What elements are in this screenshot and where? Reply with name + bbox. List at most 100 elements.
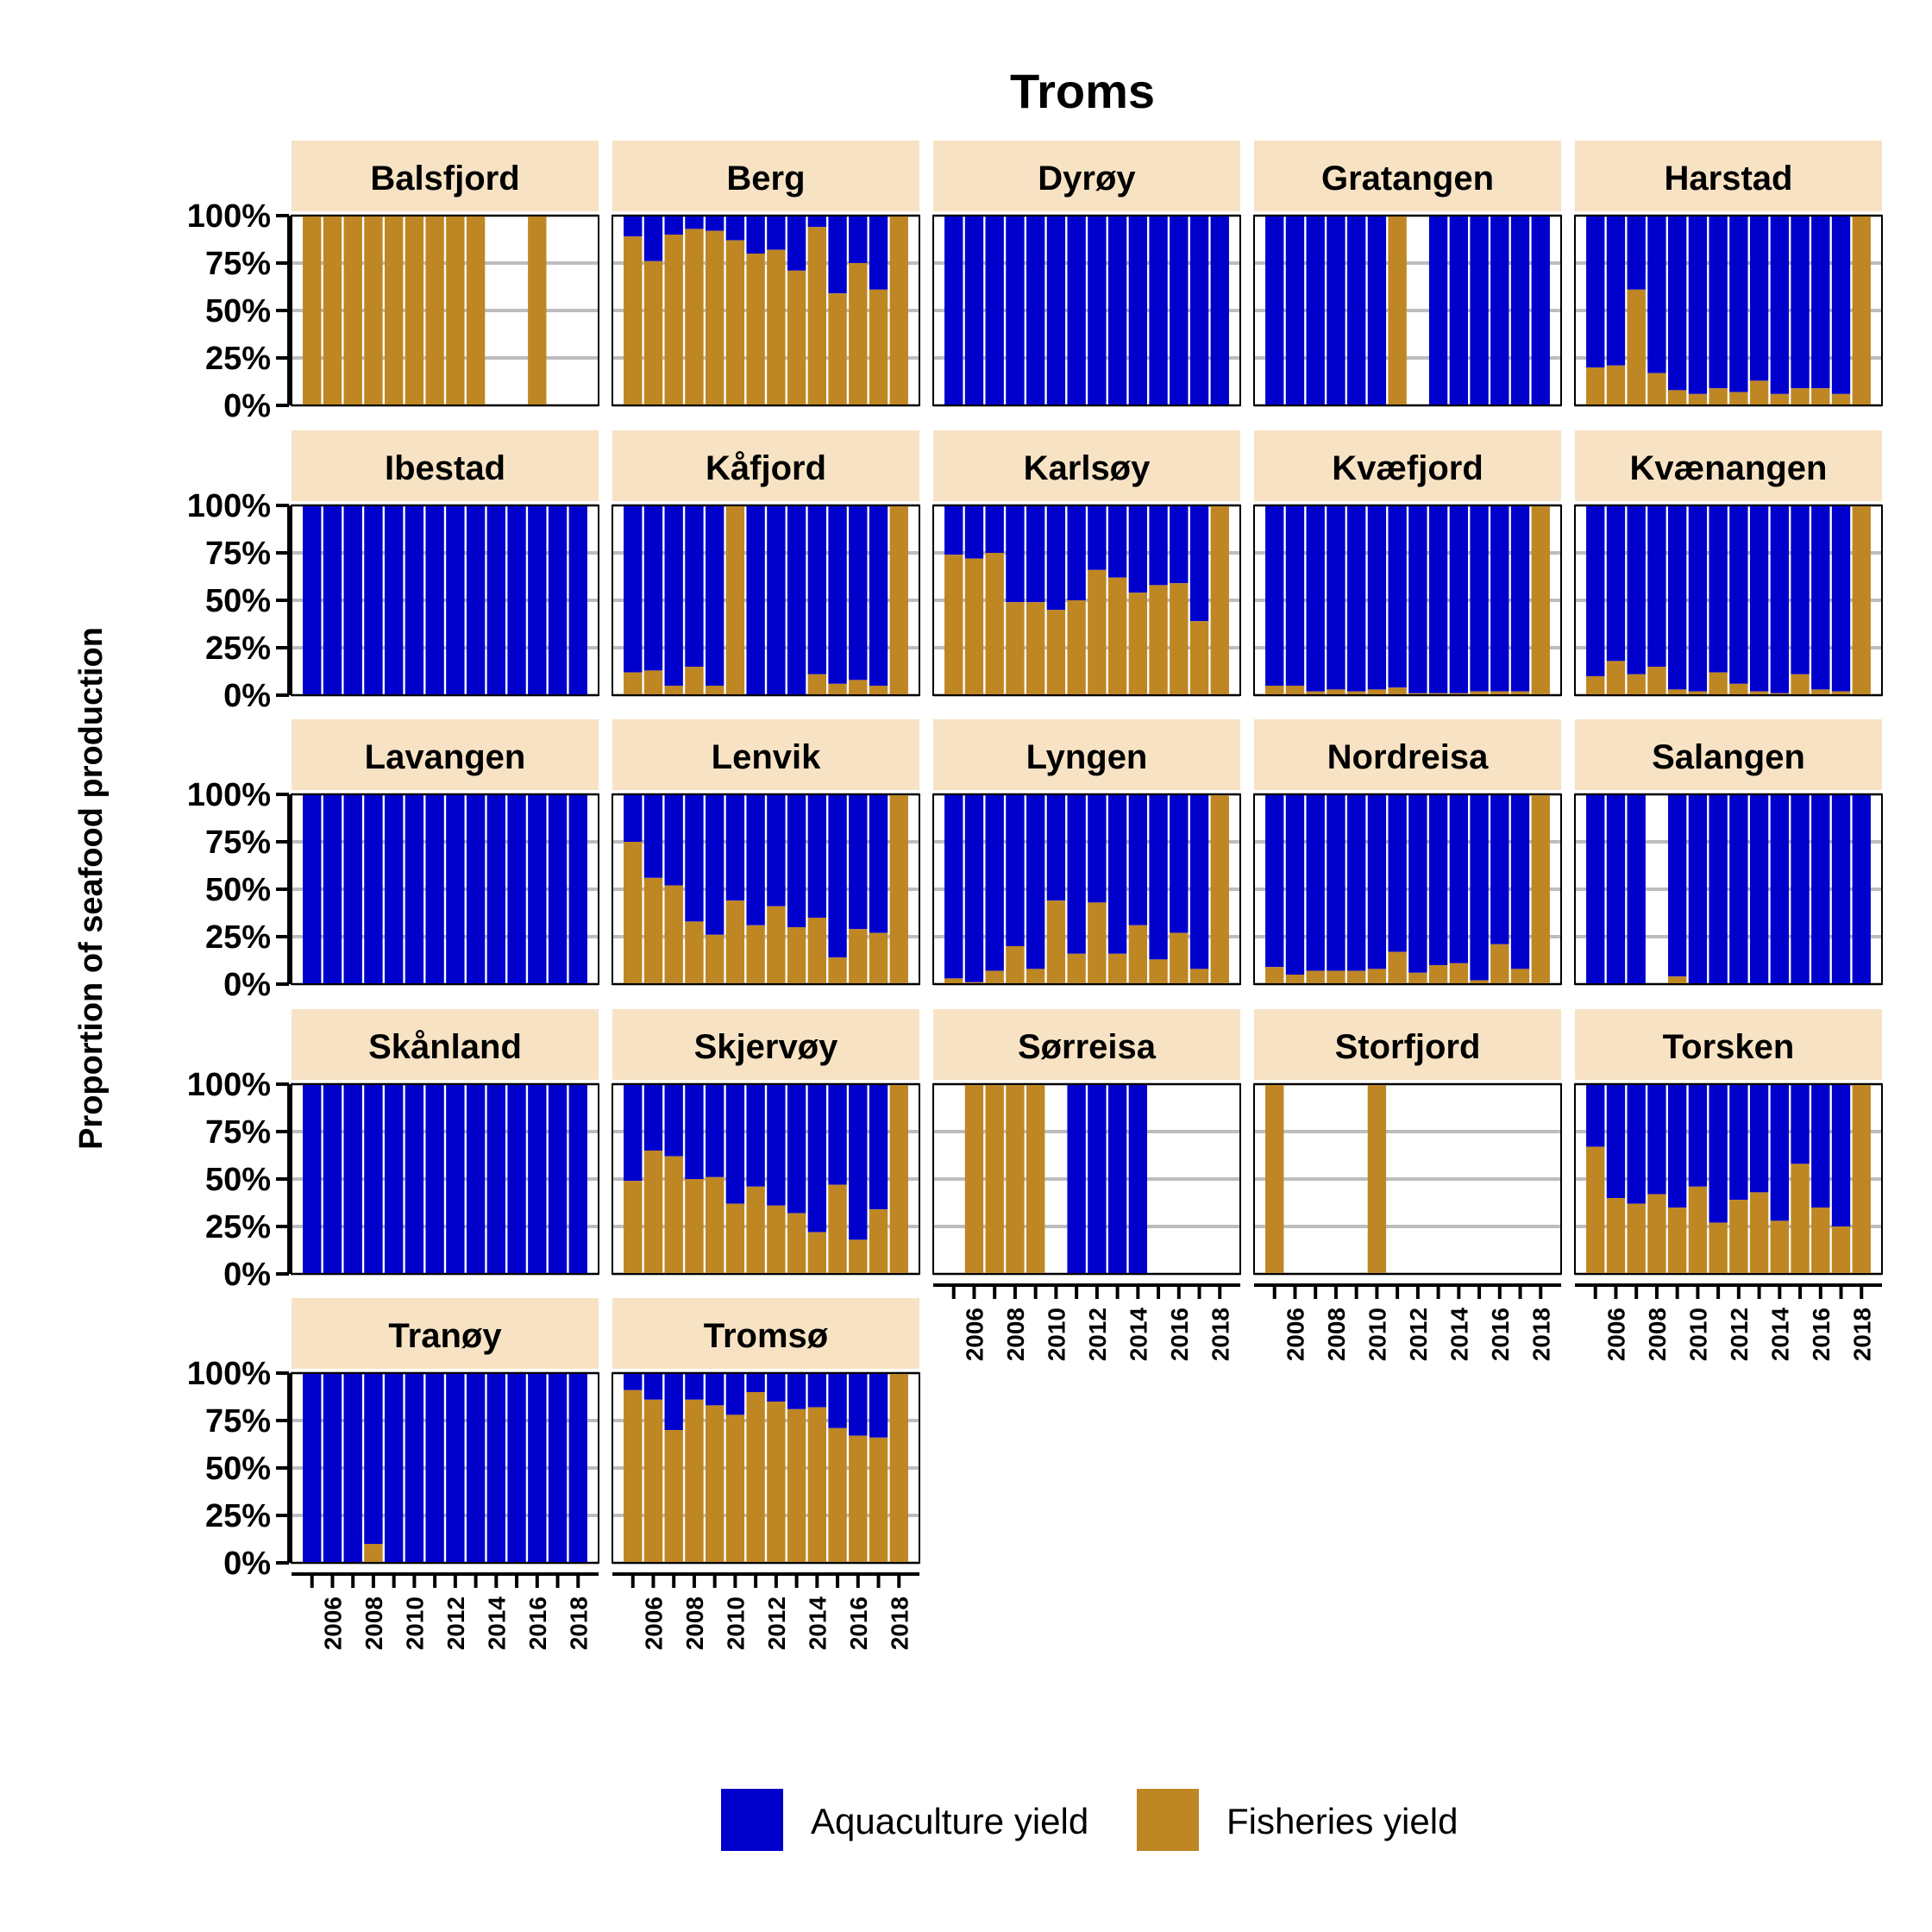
strip-lyngen — [933, 719, 1240, 790]
panel-border — [1253, 505, 1562, 696]
x-axis-tranoy: 2006 2008 2010 2012 2014 2016 2018 — [292, 1572, 599, 1650]
y-tick-label: 25% — [205, 341, 271, 377]
bar-aquaculture-tranoy-2006 — [323, 1373, 342, 1563]
bar-aquaculture-skjervoy-2011 — [746, 1084, 765, 1187]
y-tick-label: 0% — [223, 678, 271, 714]
bar-fisheries-karlsoy-2008 — [1006, 602, 1025, 695]
bar-fisheries-balsfjord-2006 — [323, 216, 342, 405]
x-tick-label: 2012 — [763, 1596, 790, 1650]
bar-aquaculture-kafjord-2012 — [767, 505, 786, 695]
strip-label-ibestad: Ibestad — [385, 449, 505, 487]
x-tick-label: 2006 — [961, 1308, 988, 1361]
bar-aquaculture-tranoy-2015 — [507, 1373, 526, 1563]
bar-fisheries-karlsoy-2007 — [985, 553, 1004, 695]
x-tick-label: 2010 — [1364, 1308, 1390, 1361]
bar-fisheries-skjervoy-2016 — [849, 1239, 868, 1274]
bar-fisheries-kvaefjord-2011 — [1388, 687, 1407, 695]
bar-aquaculture-tromso-2014 — [807, 1373, 827, 1408]
bar-aquaculture-skjervoy-2008 — [685, 1084, 704, 1179]
bar-aquaculture-kvaefjord-2009 — [1346, 505, 1366, 692]
bar-aquaculture-nordreisa-2012 — [1408, 794, 1427, 973]
bar-aquaculture-gratangen-2015 — [1470, 216, 1489, 405]
bar-aquaculture-kvaenangen-2012 — [1729, 505, 1748, 684]
bar-aquaculture-berg-2017 — [869, 216, 888, 290]
legend-label-fisheries: Fisheries yield — [1226, 1801, 1458, 1841]
bar-aquaculture-karlsoy-2016 — [1170, 505, 1189, 584]
strip-label-gratangen: Gratangen — [1321, 160, 1494, 198]
bar-aquaculture-lenvik-2009 — [705, 794, 724, 935]
bar-aquaculture-tranoy-2008 — [364, 1373, 383, 1544]
bar-fisheries-skjervoy-2018 — [889, 1084, 908, 1274]
y-tick-label: 25% — [205, 1498, 271, 1534]
panel-dyroy: Dyrøy — [932, 141, 1241, 407]
bar-aquaculture-dyroy-2016 — [1170, 216, 1189, 405]
bar-fisheries-kafjord-2008 — [685, 667, 704, 695]
bar-fisheries-tranoy-2008 — [364, 1544, 383, 1563]
bar-fisheries-berg-2005 — [624, 236, 643, 405]
bar-aquaculture-harstad-2014 — [1770, 216, 1790, 394]
bar-aquaculture-sorreisa-2014 — [1128, 1084, 1148, 1274]
bar-aquaculture-lyngen-2013 — [1107, 794, 1127, 954]
bar-aquaculture-kvaefjord-2011 — [1388, 505, 1407, 688]
bar-aquaculture-skanland-2018 — [568, 1084, 587, 1274]
bar-fisheries-berg-2008 — [685, 229, 704, 405]
y-tick-label: 75% — [205, 825, 271, 861]
bar-fisheries-lenvik-2018 — [889, 794, 908, 984]
panel-border — [291, 794, 599, 985]
bar-fisheries-berg-2016 — [849, 263, 868, 405]
x-tick-label: 2016 — [524, 1596, 551, 1650]
bar-aquaculture-ibestad-2015 — [507, 505, 526, 695]
bar-fisheries-lenvik-2010 — [725, 900, 745, 984]
bar-aquaculture-berg-2011 — [746, 216, 765, 254]
bar-fisheries-skjervoy-2014 — [807, 1232, 827, 1274]
x-tick-label: 2006 — [640, 1596, 667, 1650]
panel-skanland: Skånland 0% 25% 50% 75% 100% — [187, 1009, 599, 1293]
bar-aquaculture-skanland-2012 — [446, 1084, 465, 1274]
bar-aquaculture-skjervoy-2014 — [807, 1084, 827, 1233]
bar-aquaculture-kvaefjord-2005 — [1265, 505, 1284, 686]
bar-aquaculture-tromso-2017 — [869, 1373, 888, 1438]
bar-fisheries-harstad-2006 — [1606, 365, 1626, 405]
panel-skjervoy: Skjervøy — [612, 1009, 920, 1276]
bar-aquaculture-dyroy-2018 — [1210, 216, 1229, 405]
bar-aquaculture-kvaefjord-2013 — [1428, 505, 1448, 693]
bar-aquaculture-lyngen-2016 — [1170, 794, 1189, 933]
strip-label-kafjord: Kåfjord — [706, 449, 826, 487]
bar-fisheries-nordreisa-2016 — [1490, 944, 1509, 984]
bar-aquaculture-skanland-2009 — [384, 1084, 404, 1274]
bar-fisheries-harstad-2011 — [1709, 388, 1728, 405]
bar-aquaculture-nordreisa-2008 — [1327, 794, 1346, 971]
x-tick-label: 2018 — [1207, 1308, 1233, 1361]
x-tick-label: 2012 — [1405, 1308, 1432, 1361]
bar-aquaculture-harstad-2011 — [1709, 216, 1728, 389]
strip-label-nordreisa: Nordreisa — [1327, 738, 1489, 776]
bar-aquaculture-dyroy-2007 — [985, 216, 1004, 405]
bar-aquaculture-lavangen-2018 — [568, 794, 587, 984]
bar-fisheries-skjervoy-2010 — [725, 1203, 745, 1274]
x-tick-label: 2018 — [1848, 1308, 1875, 1361]
y-tick-label: 75% — [205, 1114, 271, 1151]
strip-label-lyngen: Lyngen — [1026, 738, 1148, 776]
bar-aquaculture-skjervoy-2006 — [643, 1084, 663, 1151]
x-tick-label: 2006 — [1282, 1308, 1308, 1361]
strip-label-karlsoy: Karlsøy — [1024, 449, 1151, 487]
strip-nordreisa — [1254, 719, 1561, 790]
bar-fisheries-kvaenangen-2005 — [1586, 676, 1605, 695]
chart-title: Troms — [1010, 64, 1155, 118]
x-tick-label: 2016 — [1808, 1308, 1835, 1361]
bar-fisheries-sorreisa-2007 — [985, 1084, 1004, 1274]
bar-fisheries-kvaefjord-2006 — [1285, 686, 1305, 695]
bar-aquaculture-lyngen-2012 — [1088, 794, 1107, 903]
bar-fisheries-lenvik-2008 — [685, 921, 704, 984]
bar-aquaculture-lavangen-2006 — [323, 794, 342, 984]
bar-aquaculture-skjervoy-2005 — [624, 1084, 643, 1182]
bar-aquaculture-tranoy-2012 — [446, 1373, 465, 1563]
panel-tranoy: Tranøy 0% 25% 50% 75% 100% — [187, 1298, 599, 1582]
x-tick-label: 2018 — [565, 1596, 592, 1650]
panel-karlsoy: Karlsøy — [932, 430, 1241, 697]
bar-aquaculture-ibestad-2018 — [568, 505, 587, 695]
bar-aquaculture-salangen-2012 — [1729, 794, 1748, 984]
bar-aquaculture-torsken-2005 — [1586, 1084, 1605, 1147]
bar-fisheries-torsken-2012 — [1729, 1200, 1748, 1274]
bar-aquaculture-lavangen-2014 — [486, 794, 506, 984]
